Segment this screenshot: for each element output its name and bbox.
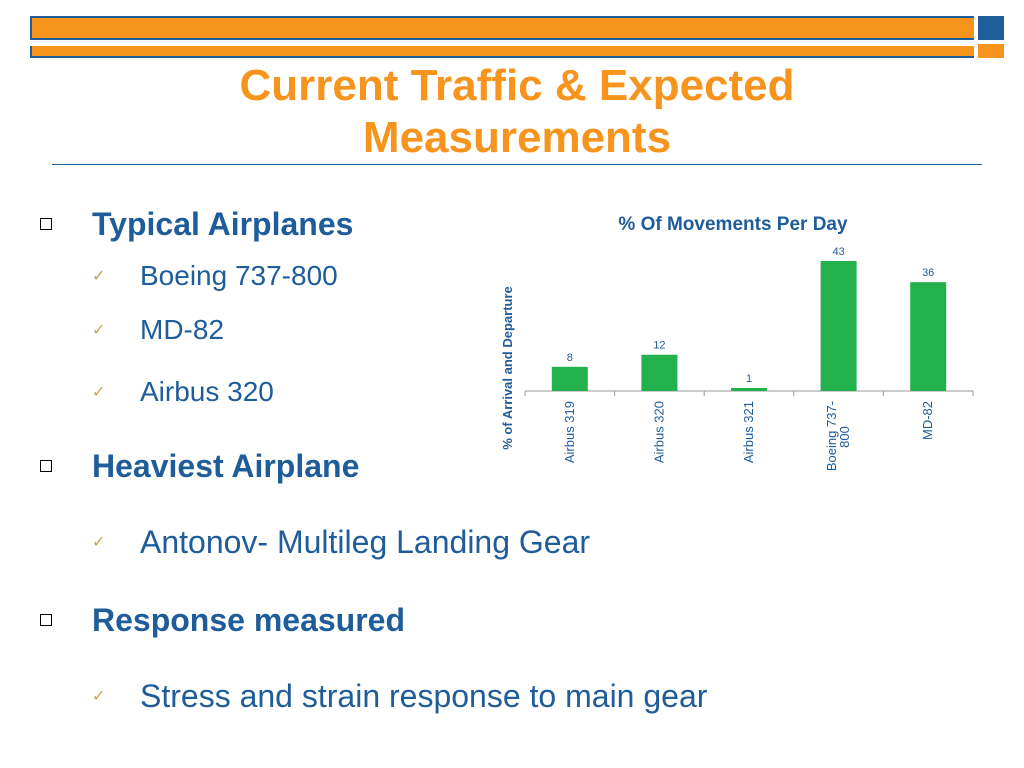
- square-bullet-icon: [40, 218, 52, 230]
- chart-bar: [820, 261, 857, 391]
- sub-bullet-stress: ✓ Stress and strain response to main gea…: [92, 678, 707, 714]
- chart-y-axis-label: % of Arrival and Departure: [500, 286, 515, 450]
- chart-category-label-line: Boeing 737-: [824, 401, 839, 471]
- sub-bullet-boeing: ✓ Boeing 737-800: [92, 260, 338, 292]
- chart-category-label-line: MD-82: [920, 401, 935, 440]
- chart-bar: [641, 354, 678, 391]
- sub-bullet-airbus: ✓ Airbus 320: [92, 376, 274, 408]
- item-boeing-737-800: Boeing 737-800: [140, 260, 338, 291]
- item-stress-strain: Stress and strain response to main gear: [140, 678, 708, 714]
- slide-title-line1: Current Traffic & Expected: [239, 61, 795, 110]
- bullet-heaviest-airplane: Heaviest Airplane: [40, 448, 359, 484]
- checkmark-icon: ✓: [92, 322, 106, 339]
- checkmark-icon: ✓: [92, 268, 106, 285]
- item-md-82: MD-82: [140, 314, 225, 345]
- square-bullet-icon: [40, 460, 52, 472]
- heading-response-measured: Response measured: [92, 602, 406, 638]
- checkmark-icon: ✓: [92, 688, 106, 705]
- chart-data-label: 36: [922, 267, 934, 279]
- chart-title: % Of Movements Per Day: [618, 214, 848, 235]
- slide-title: Current Traffic & Expected Measurements: [52, 60, 982, 164]
- chart-data-label: 1: [746, 373, 752, 385]
- item-antonov: Antonov- Multileg Landing Gear: [140, 524, 591, 560]
- chart-category-label: Airbus 319: [562, 401, 577, 463]
- title-divider: [52, 164, 982, 165]
- item-airbus-320: Airbus 320: [140, 376, 274, 407]
- header-bar-orange: [30, 16, 974, 58]
- chart-category-label: MD-82: [920, 401, 935, 440]
- chart-bar: [731, 387, 767, 391]
- heading-heaviest-airplane: Heaviest Airplane: [92, 448, 360, 484]
- chart-category-label: Airbus 321: [741, 401, 756, 463]
- chart-data-label: 12: [653, 340, 665, 352]
- heading-typical-airplanes: Typical Airplanes: [92, 206, 354, 242]
- corner-square-blue: [978, 16, 1004, 40]
- sub-bullet-md82: ✓ MD-82: [92, 314, 224, 346]
- chart-bar: [910, 282, 947, 391]
- chart-category-label-line: Airbus 319: [562, 401, 577, 463]
- bullet-typical-airplanes: Typical Airplanes: [40, 206, 353, 242]
- checkmark-icon: ✓: [92, 534, 106, 551]
- movements-bar-chart: % Of Movements Per Day % of Arrival and …: [500, 214, 974, 471]
- chart-bar: [551, 366, 588, 391]
- bullet-response-measured: Response measured: [40, 602, 405, 638]
- square-bullet-icon: [40, 614, 52, 626]
- chart-data-label: 8: [567, 352, 573, 364]
- chart-data-label: 43: [832, 246, 844, 258]
- sub-bullet-antonov: ✓ Antonov- Multileg Landing Gear: [92, 524, 590, 560]
- corner-square-orange: [978, 44, 1004, 58]
- slide-title-line2: Measurements: [362, 113, 672, 162]
- checkmark-icon: ✓: [92, 384, 106, 401]
- chart-category-label: Airbus 320: [651, 401, 666, 463]
- header-bar-band: [30, 38, 974, 46]
- chart-category-label-line: Airbus 321: [741, 401, 756, 463]
- chart-category-label-line: Airbus 320: [651, 401, 666, 463]
- chart-category-label: Boeing 737-800: [824, 401, 852, 471]
- chart-category-label-line: 800: [837, 426, 852, 448]
